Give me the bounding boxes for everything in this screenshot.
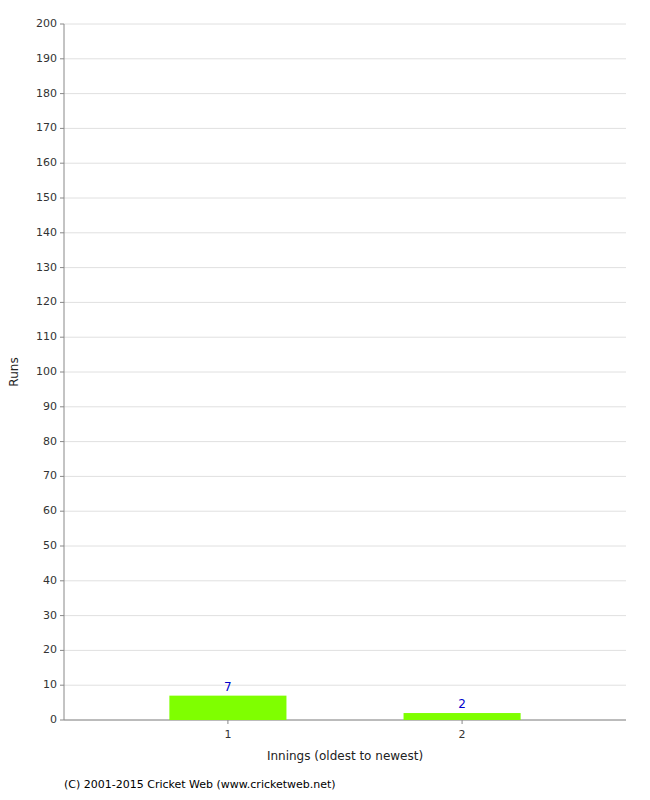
y-tick: [60, 685, 64, 686]
grid-line: [64, 650, 626, 651]
y-tick: [60, 232, 64, 233]
data-label: 7: [224, 680, 232, 694]
y-tick: [60, 720, 64, 721]
y-tick-label: 10: [43, 678, 57, 691]
y-tick: [60, 476, 64, 477]
y-tick-label: 120: [36, 295, 57, 308]
y-tick-label: 50: [43, 539, 57, 552]
y-tick-label: 170: [36, 121, 57, 134]
grid-line: [64, 580, 626, 581]
grid-line: [64, 372, 626, 373]
y-tick-label: 160: [36, 156, 57, 169]
grid-line: [64, 93, 626, 94]
grid-line: [64, 476, 626, 477]
grid-line: [64, 58, 626, 59]
x-tick-label: 2: [459, 728, 466, 741]
y-tick: [60, 650, 64, 651]
bars: [169, 696, 520, 720]
y-tick-label: 190: [36, 52, 57, 65]
y-tick-label: 80: [43, 435, 57, 448]
grid-line: [64, 302, 626, 303]
data-label: 2: [458, 697, 466, 711]
x-tick: [227, 720, 228, 724]
y-tick-label: 90: [43, 400, 57, 413]
y-tick: [60, 198, 64, 199]
grid: [64, 24, 626, 720]
bar: [404, 713, 521, 720]
chart: 0 10 20 30 40 50 60 70 80 90 100 110 120 130 140 150 160…: [0, 0, 650, 800]
grid-line: [64, 406, 626, 407]
y-tick: [60, 441, 64, 442]
chart-container: 0 10 20 30 40 50 60 70 80 90 100 110 120 130 140 150 160…: [0, 0, 650, 800]
bar: [169, 696, 286, 720]
y-tick-label: 40: [43, 574, 57, 587]
y-tick: [60, 615, 64, 616]
y-tick: [60, 58, 64, 59]
y-tick-label: 200: [36, 17, 57, 30]
y-tick: [60, 93, 64, 94]
grid-line: [64, 267, 626, 268]
y-tick: [60, 302, 64, 303]
grid-line: [64, 685, 626, 686]
y-tick: [60, 406, 64, 407]
y-tick: [60, 128, 64, 129]
y-tick-label: 110: [36, 330, 57, 343]
grid-line: [64, 232, 626, 233]
y-tick-label: 0: [50, 713, 57, 726]
y-tick: [60, 580, 64, 581]
grid-line: [64, 720, 626, 721]
y-tick: [60, 267, 64, 268]
y-tick: [60, 372, 64, 373]
grid-line: [64, 128, 626, 129]
y-tick-label: 180: [36, 87, 57, 100]
grid-line: [64, 24, 626, 25]
y-tick: [60, 337, 64, 338]
y-tick-label: 150: [36, 191, 57, 204]
y-tick: [60, 163, 64, 164]
grid-line: [64, 163, 626, 164]
data-labels: 72: [224, 680, 466, 711]
grid-line: [64, 615, 626, 616]
y-tick: [60, 546, 64, 547]
x-axis-label: Innings (oldest to newest): [267, 749, 423, 763]
x-tick: [462, 720, 463, 724]
grid-line: [64, 546, 626, 547]
y-tick-label: 130: [36, 261, 57, 274]
grid-line: [64, 511, 626, 512]
footer: (C) 2001-2015 Cricket Web (www.cricketwe…: [64, 778, 336, 791]
grid-line: [64, 198, 626, 199]
y-axis-line: [64, 24, 65, 720]
y-tick-label: 20: [43, 643, 57, 656]
axes: 0 10 20 30 40 50 60 70 80 90 100 110 120 130 140 150 160…: [36, 17, 626, 741]
y-tick: [60, 24, 64, 25]
grid-line: [64, 441, 626, 442]
grid-line: [64, 337, 626, 338]
y-tick-label: 100: [36, 365, 57, 378]
x-axis-line: [64, 720, 626, 721]
y-tick-label: 70: [43, 469, 57, 482]
y-tick-label: 30: [43, 609, 57, 622]
y-axis-label: Runs: [7, 357, 21, 386]
x-tick-label: 1: [224, 728, 231, 741]
y-tick: [60, 511, 64, 512]
y-tick-label: 140: [36, 226, 57, 239]
y-tick-label: 60: [43, 504, 57, 517]
